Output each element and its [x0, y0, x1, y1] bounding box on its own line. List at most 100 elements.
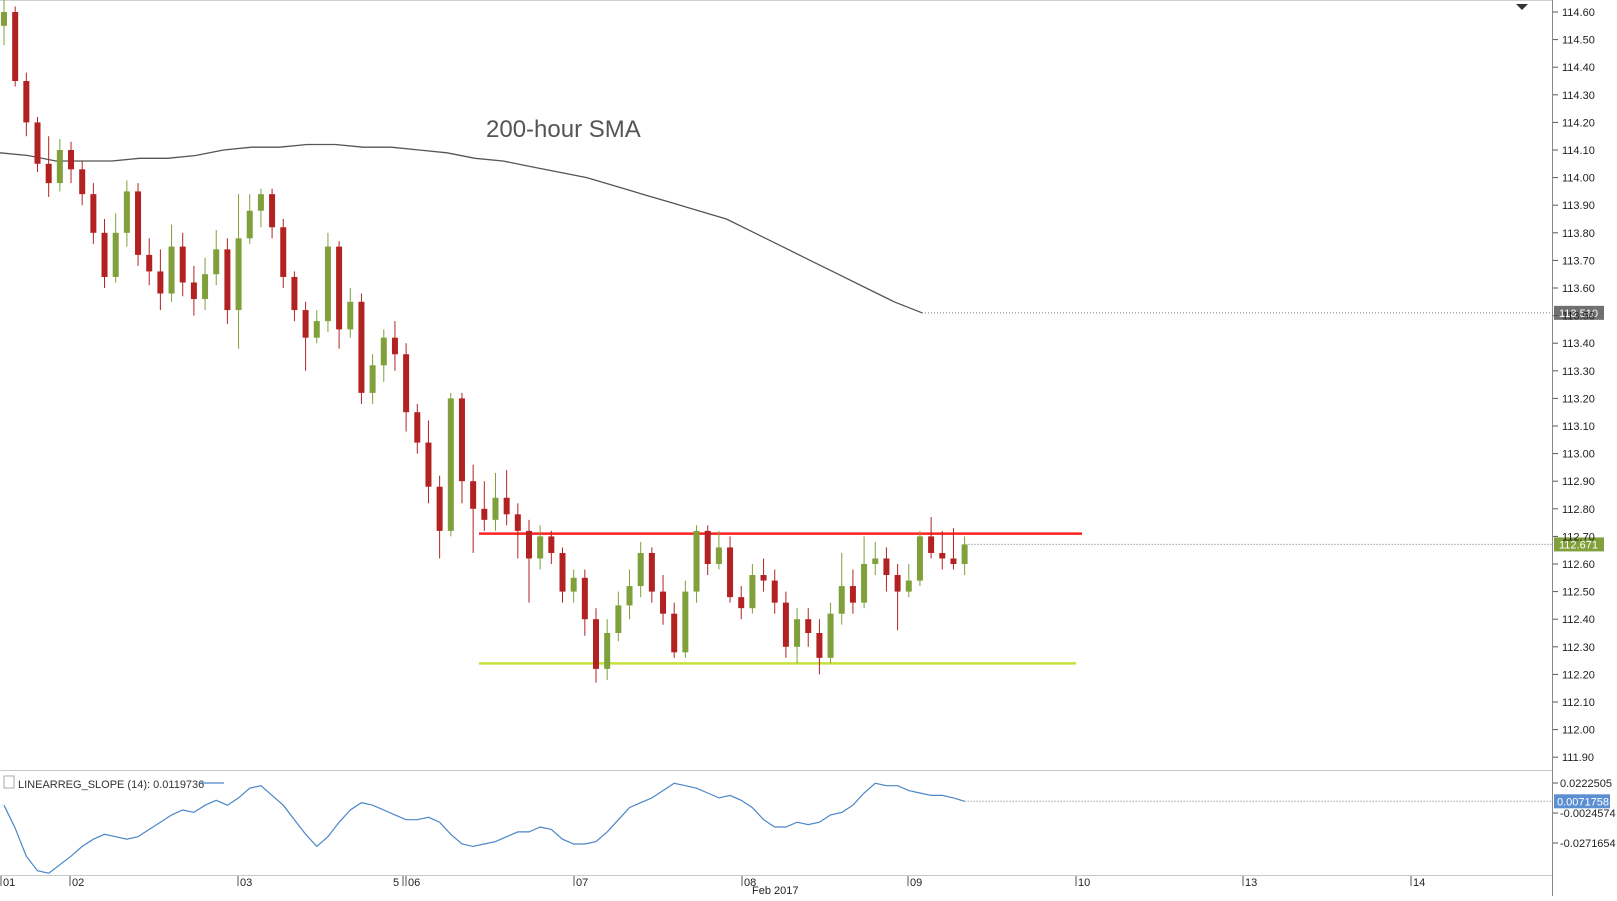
candle-body-down [45, 163, 52, 184]
candle-body-down [302, 310, 309, 338]
candle-body-down [269, 194, 276, 228]
candle-body-down [525, 530, 532, 559]
candle-body-down [425, 442, 432, 487]
price-axis-tick-label: 113.70 [1562, 255, 1595, 267]
candle-body-up [905, 580, 912, 592]
indicator-legend[interactable]: LINEARREG_SLOPE (14): 0.0119736 [3, 775, 224, 791]
candle-body-up [235, 238, 242, 311]
candle-body-up [693, 530, 700, 592]
price-axis-tick-label: 113.40 [1562, 338, 1595, 350]
price-axis-tick-label: 112.00 [1562, 725, 1595, 737]
time-axis-day-label: 5 [393, 877, 399, 889]
price-axis-tick-label: 114.60 [1562, 7, 1595, 19]
candle-body-down [470, 481, 477, 509]
indicator-axis-tick-label: -0.0024574 [1560, 808, 1616, 820]
chevron-down-icon[interactable] [1516, 4, 1528, 10]
candle-body-down [224, 249, 231, 311]
time-axis-day-label: 14 [1413, 877, 1425, 889]
candle-body-up [213, 249, 220, 275]
price-axis-tick-label: 112.80 [1562, 504, 1595, 516]
price-panel[interactable] [0, 0, 1553, 770]
candle-body-up [313, 321, 320, 338]
candle-body-up [324, 246, 331, 322]
candle-body-down [157, 271, 164, 294]
candle-body-down [559, 552, 566, 592]
candle-body-up [749, 575, 756, 609]
candle-body-down [883, 558, 890, 576]
candle-body-up [112, 232, 119, 277]
price-axis-tick-label: 112.60 [1562, 559, 1595, 571]
candle-body-up [570, 577, 577, 592]
candle-body-down [336, 246, 343, 330]
candle-body-down [548, 536, 555, 553]
candle-body-down [358, 301, 365, 393]
price-axis-tick-label: 113.00 [1562, 449, 1595, 461]
price-axis-tick-label: 112.10 [1562, 697, 1595, 709]
candle-body-up [838, 586, 845, 614]
candle-body-down [12, 12, 19, 81]
price-axis-tick-label: 113.60 [1562, 283, 1595, 295]
candle-body-up [615, 605, 622, 633]
candle-body-up [916, 536, 923, 581]
candle-body-up [202, 274, 209, 300]
price-axis-tick-label: 114.10 [1562, 145, 1595, 157]
candle-body-down [894, 575, 901, 592]
candle-body-down [291, 276, 298, 311]
indicator-line [3, 782, 965, 874]
candle-body-up [794, 619, 801, 647]
candle-body-up [447, 398, 454, 531]
indicator-panel[interactable] [0, 770, 1553, 875]
time-axis-day-label: 13 [1245, 877, 1257, 889]
candle-body-down [928, 536, 935, 553]
candle-body-up [872, 558, 879, 564]
price-axis-tick-label: 114.20 [1562, 117, 1595, 129]
indicator-legend-icon [3, 775, 15, 789]
candle-body-up [257, 194, 264, 211]
price-axis-tick-label: 112.50 [1562, 587, 1595, 599]
candle-body-down [90, 194, 97, 233]
sma-last-value-text: 113.510 [1559, 308, 1598, 320]
indicator-legend-label: LINEARREG_SLOPE (14): 0.0119736 [18, 779, 204, 791]
time-axis-day-label: 03 [240, 877, 252, 889]
candle-body-up [56, 150, 63, 184]
candle-body-down [179, 246, 186, 283]
time-axis-day-label: 06 [408, 877, 420, 889]
price-axis-tick-label: 112.90 [1562, 476, 1595, 488]
candle-body-down [660, 591, 667, 614]
candle-body-down [849, 586, 856, 603]
candle-body-down [503, 497, 510, 515]
price-axis-tick-label: 114.50 [1562, 35, 1595, 47]
time-axis-day-label: 10 [1078, 877, 1090, 889]
candle-body-down [782, 602, 789, 647]
candle-body-down [816, 633, 823, 658]
time-axis-day-label: 07 [576, 877, 588, 889]
time-axis-month-label: Feb 2017 [752, 885, 798, 896]
price-axis-tick-label: 113.30 [1562, 366, 1595, 378]
candle-body-up [347, 301, 354, 330]
candle-body-up [637, 552, 644, 587]
time-axis-day-label: 09 [910, 877, 922, 889]
candle-body-up [715, 547, 722, 564]
indicator-last-value-tag [1554, 794, 1610, 809]
candle-body-down [727, 547, 734, 598]
candle-body-down [481, 508, 488, 520]
price-axis-tick-label: 114.30 [1562, 90, 1595, 102]
candle-body-up [537, 536, 544, 559]
candle-body-up [827, 613, 834, 658]
candle-body-down [190, 282, 197, 300]
candle-body-down [146, 254, 153, 272]
candle-body-up [123, 191, 130, 233]
candle-body-up [961, 544, 968, 564]
price-axis-tick-label: 112.20 [1562, 669, 1595, 681]
candle-body-down [704, 530, 711, 564]
candle-body-up [369, 365, 376, 393]
candle-body-down [738, 597, 745, 609]
candle-body-down [101, 232, 108, 277]
candle-body-down [34, 122, 41, 164]
candle-body-down [23, 81, 30, 123]
candle-body-down [939, 552, 946, 559]
candle-body-down [593, 619, 600, 669]
candle-body-up [246, 210, 253, 239]
